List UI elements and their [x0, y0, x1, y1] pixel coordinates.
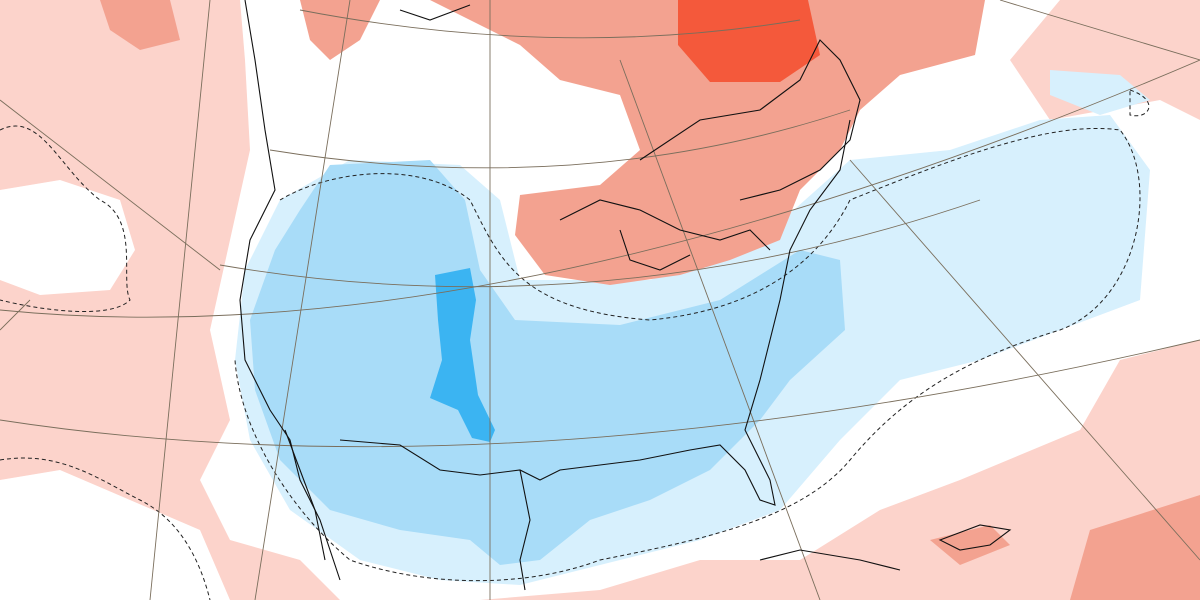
contour [0, 457, 211, 600]
warm-anomaly-medium [430, 0, 985, 285]
latitude-line [299, 9, 801, 39]
coastline [619, 229, 691, 271]
warm-anomaly-medium [300, 0, 380, 60]
contour [234, 127, 1141, 582]
latitude-line [219, 199, 981, 288]
coastline [399, 4, 471, 21]
coastline [339, 119, 851, 506]
latitude-line [0, 339, 1200, 448]
meridian-line [619, 59, 821, 600]
neutral-region [0, 470, 230, 600]
meridian-line [0, 99, 221, 271]
cold-anomaly-light [1050, 70, 1150, 115]
coastline [519, 469, 531, 591]
latitude-line [0, 59, 1200, 318]
meridian-line [254, 0, 351, 600]
meridian-line [149, 0, 211, 600]
coastline [938, 524, 1012, 551]
latitude-line [269, 109, 851, 169]
warm-anomaly-medium [100, 0, 180, 50]
coastline [239, 0, 341, 581]
cold-anomaly-medium [250, 160, 845, 565]
coastline [559, 199, 771, 251]
warm-anomaly-strong [678, 0, 820, 82]
contour [0, 125, 131, 313]
contour [1129, 89, 1150, 117]
warm-anomaly-medium [930, 525, 1010, 565]
coastline [639, 39, 861, 201]
meridian-line [849, 159, 1200, 561]
coastline [284, 429, 326, 561]
cold-anomaly-strong [430, 268, 495, 442]
neutral-region [0, 180, 135, 295]
meridian-line [0, 299, 31, 331]
meridian-line [999, 0, 1200, 61]
coastline [759, 549, 901, 571]
warm-anomaly-medium [1070, 495, 1200, 600]
